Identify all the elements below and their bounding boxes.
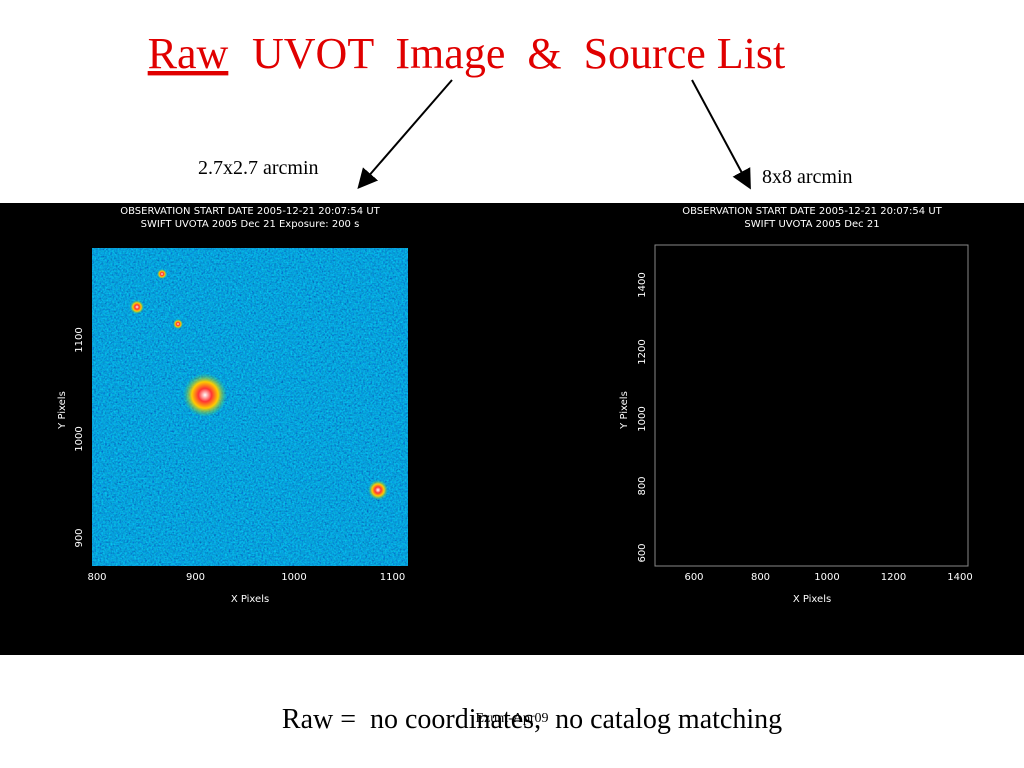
- panels: OBSERVATION START DATE 2005-12-21 20:07:…: [57, 206, 973, 605]
- source: [368, 480, 388, 500]
- y-tick-label: 1000: [637, 406, 648, 431]
- y-axis-label: Y Pixels: [57, 391, 68, 430]
- y-tick-label: 900: [74, 528, 85, 547]
- arrow: [357, 79, 453, 190]
- y-tick-label: 1200: [637, 339, 648, 364]
- x-axis-label: X Pixels: [231, 594, 269, 605]
- source-image: [654, 244, 969, 567]
- x-tick-label: 900: [186, 572, 205, 583]
- x-tick-label: 600: [684, 572, 703, 583]
- x-tick-label: 1000: [281, 572, 306, 583]
- source: [130, 300, 144, 314]
- y-tick-label: 800: [637, 476, 648, 495]
- x-tick-label: 1100: [380, 572, 405, 583]
- panel-header: SWIFT UVOTA 2005 Dec 21 Exposure: 200 s: [141, 219, 360, 230]
- title-raw: Raw: [148, 29, 229, 78]
- panel-header: OBSERVATION START DATE 2005-12-21 20:07:…: [120, 206, 380, 217]
- y-tick-label: 1100: [74, 327, 85, 352]
- arrow: [691, 79, 751, 190]
- raw-image-noise: [92, 248, 408, 566]
- callout: 2.7x2.7 arcmin: [198, 157, 319, 179]
- source: [183, 373, 227, 417]
- panel-header: OBSERVATION START DATE 2005-12-21 20:07:…: [682, 206, 942, 217]
- y-tick-label: 1400: [637, 272, 648, 297]
- source: [173, 319, 183, 329]
- x-tick-label: 1000: [814, 572, 839, 583]
- y-tick-label: 600: [637, 543, 648, 562]
- x-tick-label: 1400: [947, 572, 972, 583]
- callout: 8x8 arcmin: [762, 166, 853, 188]
- x-tick-label: 800: [751, 572, 770, 583]
- source: [157, 269, 167, 279]
- x-axis-label: X Pixels: [793, 594, 831, 605]
- title: UVOT Image & Source List: [252, 29, 785, 78]
- x-tick-label: 800: [87, 572, 106, 583]
- y-axis-label: Y Pixels: [619, 391, 630, 430]
- footer-note: Ezunt-Apr09: [475, 711, 548, 726]
- x-tick-label: 1200: [881, 572, 906, 583]
- y-tick-label: 1000: [74, 426, 85, 451]
- caption: Raw = no coordinates, no catalog matchin…: [282, 704, 782, 735]
- panel-header: SWIFT UVOTA 2005 Dec 21: [744, 219, 879, 230]
